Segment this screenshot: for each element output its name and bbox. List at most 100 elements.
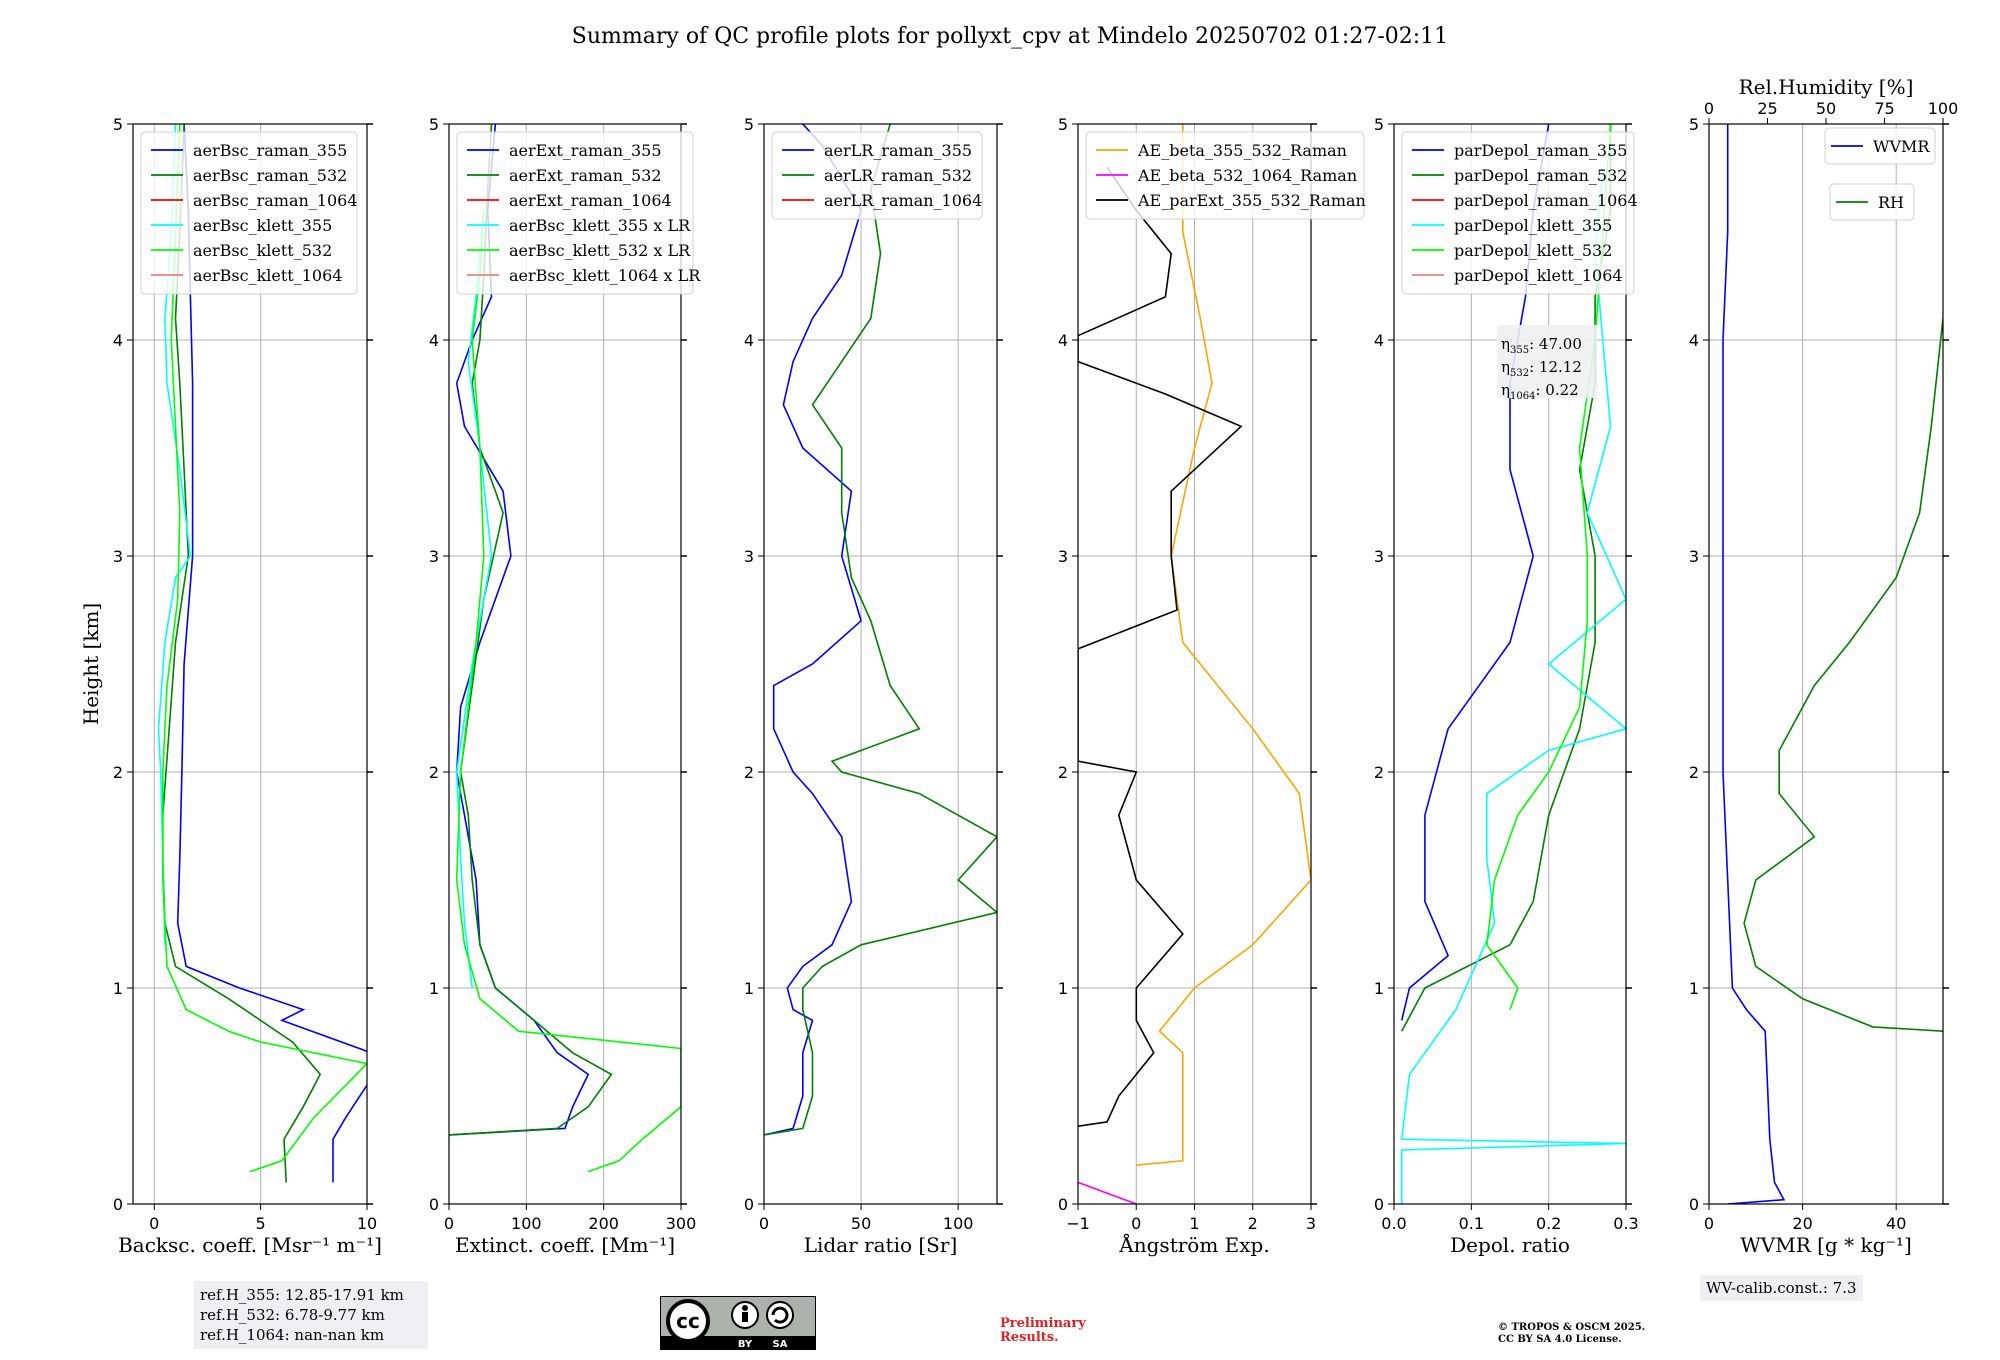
series-group	[1078, 124, 1311, 1204]
chart-panel-5: 0.0 0.1 0.2 0.3 0 1 2 3 4 5 Depol. ratio parDepol_r…	[1374, 115, 1639, 1257]
y-tick-label: 3	[113, 547, 123, 566]
x-top-tick-label: 0	[1704, 99, 1714, 118]
x-tick-label: 1	[1189, 1214, 1199, 1233]
eta-355: η355: 47.00	[1501, 335, 1582, 356]
x-tick-label: 0	[1704, 1214, 1714, 1233]
x-top-tick-label: 75	[1874, 99, 1894, 118]
legend-label: aerBsc_raman_1064	[193, 191, 358, 210]
series-line-AE_beta_355_532_Raman	[1136, 124, 1311, 1166]
y-tick-label: 5	[113, 115, 123, 134]
legend-label: parDepol_klett_532	[1454, 241, 1612, 260]
x-tick-label: 0.0	[1381, 1214, 1406, 1233]
series-line-aerBsc_raman_355	[176, 124, 367, 1183]
y-tick-label: 4	[429, 331, 439, 350]
y-tick-label: 4	[744, 331, 754, 350]
series-line-aerBsc_klett_532	[162, 124, 367, 1173]
x-top-tick-label: 25	[1757, 99, 1777, 118]
y-tick-label: 2	[429, 763, 439, 782]
series-line-parDepol_raman_532	[1400, 124, 1612, 1032]
x-tick-label: 20	[1792, 1214, 1812, 1233]
legend-label: aerBsc_klett_532 x LR	[509, 241, 691, 260]
preliminary-note: Preliminary Results.	[1000, 1316, 1086, 1345]
ref-height-355: ref.H_355: 12.85-17.91 km	[200, 1286, 404, 1304]
series-line-aerLR_raman_355	[764, 124, 863, 1136]
legend-label: parDepol_raman_1064	[1454, 191, 1638, 210]
y-tick-label: 1	[1374, 979, 1384, 998]
y-axis-label: Height [km]	[79, 603, 103, 725]
x-tick-label: 40	[1886, 1214, 1906, 1233]
y-tick-label: 0	[1374, 1195, 1384, 1214]
series-line-AE_beta_532_1064_Raman	[1078, 1181, 1137, 1204]
series-line-aerBsc_klett_532 x LR	[455, 210, 681, 1173]
eta-annotation: η355: 47.00 η532: 12.12 η1064: 0.22	[1497, 325, 1597, 402]
series-group	[449, 124, 681, 1173]
cc-license-badge: cc BY SA	[660, 1296, 816, 1350]
x-axis-label: Extinct. coeff. [Mm⁻¹]	[455, 1233, 675, 1257]
legend: WVMR RH	[1824, 127, 1936, 221]
y-tick-label: 3	[429, 547, 439, 566]
series-line-aerExt_raman_532	[449, 124, 613, 1136]
legend-label: aerLR_raman_1064	[824, 191, 982, 210]
axes-frame	[1708, 123, 1944, 1205]
x-tick-label: 0	[1131, 1214, 1141, 1233]
legend-label: AE_beta_355_532_Raman	[1137, 141, 1347, 160]
x-tick-label: 100	[943, 1214, 974, 1233]
legend-frame	[1085, 131, 1365, 220]
legend-label: aerLR_raman_355	[824, 141, 972, 160]
x-tick-label: 0	[444, 1214, 454, 1233]
x-tick-label: 50	[851, 1214, 871, 1233]
legend-label: aerBsc_raman_532	[193, 166, 347, 185]
legend-label: aerBsc_raman_355	[193, 141, 347, 160]
x-tick-label: 200	[588, 1214, 619, 1233]
legend-label: aerBsc_klett_355 x LR	[509, 216, 691, 235]
sa-label: SA	[773, 1339, 788, 1350]
legend-label: AE_beta_532_1064_Raman	[1137, 166, 1357, 185]
series-line-RH	[1743, 318, 1943, 1032]
x-tick-label: 0	[759, 1214, 769, 1233]
y-tick-label: 5	[429, 115, 439, 134]
series-line-aerLR_raman_532	[764, 124, 997, 1136]
legend-label: aerExt_raman_532	[509, 166, 662, 185]
by-label: BY	[738, 1339, 753, 1350]
legend-frame	[1401, 131, 1635, 295]
x-tick-label: 0.1	[1459, 1214, 1484, 1233]
legend-label: aerLR_raman_532	[824, 166, 972, 185]
series-group	[1722, 124, 1943, 1204]
y-tick-label: 4	[113, 331, 123, 350]
legend-label: aerBsc_klett_355	[193, 216, 332, 235]
legend: AE_beta_355_532_Raman AE_beta_532_1064_Ra…	[1085, 131, 1366, 220]
reference-height-box: ref.H_355: 12.85-17.91 km ref.H_532: 6.7…	[194, 1281, 428, 1349]
legend-label: aerBsc_klett_1064	[193, 266, 342, 285]
x-tick-label: 10	[357, 1214, 377, 1233]
legend-frame	[456, 131, 694, 295]
legend-label: AE_parExt_355_532_Raman	[1137, 191, 1366, 210]
legend: parDepol_raman_355 parDepol_raman_532 parD…	[1401, 131, 1638, 295]
series-line-AE_parExt_355_532_Raman	[1078, 166, 1243, 1127]
legend-label: parDepol_raman_532	[1454, 166, 1627, 185]
y-tick-label: 2	[1374, 763, 1384, 782]
x-tick-label: 0	[149, 1214, 159, 1233]
y-tick-label: 2	[744, 763, 754, 782]
y-tick-label: 1	[429, 979, 439, 998]
x-axis-label: Backsc. coeff. [Msr⁻¹ m⁻¹]	[118, 1233, 382, 1257]
chart-panel-3: 0 50 100 0 1 2 3 4 5 Lidar ratio [Sr] aerLR_raman_…	[744, 115, 1003, 1257]
x-tick-label: 0.2	[1536, 1214, 1561, 1233]
y-tick-label: 0	[1689, 1195, 1699, 1214]
x-axis-label: Ångström Exp.	[1118, 1232, 1269, 1257]
y-tick-label: 4	[1058, 331, 1068, 350]
figure-title: Summary of QC profile plots for pollyxt_…	[572, 24, 1448, 49]
legend-frame	[771, 131, 983, 220]
axes-frame	[132, 123, 368, 1205]
series-line-aerBsc_klett_355	[157, 124, 192, 945]
legend-frame	[140, 131, 358, 295]
legend-label: WVMR	[1873, 137, 1930, 156]
legend-label: aerBsc_klett_532	[193, 241, 332, 260]
legend-label: aerBsc_klett_1064 x LR	[509, 266, 701, 285]
x-tick-label: 5	[256, 1214, 266, 1233]
y-tick-label: 0	[113, 1195, 123, 1214]
x-top-axis-label: Rel.Humidity [%]	[1739, 75, 1914, 99]
y-tick-label: 3	[744, 547, 754, 566]
series-group	[764, 124, 997, 1136]
